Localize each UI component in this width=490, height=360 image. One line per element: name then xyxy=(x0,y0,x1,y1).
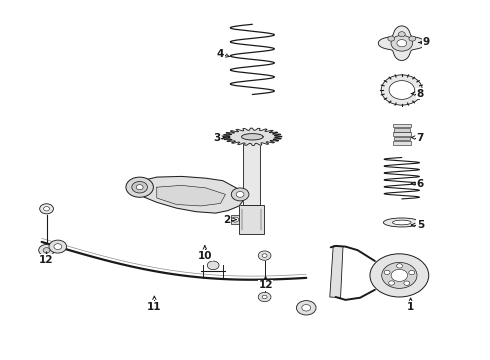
Circle shape xyxy=(381,75,422,105)
Circle shape xyxy=(388,36,394,41)
Ellipse shape xyxy=(392,220,411,225)
Circle shape xyxy=(398,32,405,37)
Bar xyxy=(239,205,264,234)
Text: 10: 10 xyxy=(197,251,212,261)
Circle shape xyxy=(370,254,429,297)
Circle shape xyxy=(384,270,390,274)
Text: 1: 1 xyxy=(407,302,414,312)
Text: 12: 12 xyxy=(39,255,54,265)
Polygon shape xyxy=(223,128,282,145)
Bar xyxy=(231,215,239,224)
Circle shape xyxy=(409,270,415,275)
Ellipse shape xyxy=(383,218,420,227)
Circle shape xyxy=(391,35,413,51)
Text: 3: 3 xyxy=(213,132,220,143)
Circle shape xyxy=(43,248,50,253)
Circle shape xyxy=(232,217,239,222)
Text: 6: 6 xyxy=(417,179,424,189)
Circle shape xyxy=(396,264,402,268)
Circle shape xyxy=(389,281,394,285)
Polygon shape xyxy=(242,134,263,140)
Circle shape xyxy=(49,240,67,253)
Circle shape xyxy=(382,262,417,288)
Circle shape xyxy=(44,207,49,211)
Text: 8: 8 xyxy=(417,89,424,99)
Circle shape xyxy=(409,36,416,41)
Text: 4: 4 xyxy=(217,49,224,59)
Text: 2: 2 xyxy=(223,215,230,225)
Circle shape xyxy=(40,204,53,214)
Circle shape xyxy=(207,261,219,270)
Text: 11: 11 xyxy=(147,302,162,312)
Bar xyxy=(393,141,411,145)
Bar xyxy=(394,128,410,132)
Circle shape xyxy=(262,254,267,257)
Circle shape xyxy=(397,40,407,47)
Circle shape xyxy=(258,251,271,260)
Text: 9: 9 xyxy=(423,37,430,48)
Circle shape xyxy=(296,301,316,315)
Circle shape xyxy=(262,295,267,299)
Circle shape xyxy=(126,177,153,197)
Bar xyxy=(393,124,411,127)
Circle shape xyxy=(391,269,408,282)
Polygon shape xyxy=(378,26,425,60)
Text: 5: 5 xyxy=(417,220,424,230)
Polygon shape xyxy=(135,176,245,213)
Circle shape xyxy=(236,192,244,197)
Circle shape xyxy=(39,244,54,256)
Text: 12: 12 xyxy=(258,280,273,290)
Circle shape xyxy=(258,292,271,302)
Bar xyxy=(393,132,411,136)
Circle shape xyxy=(132,181,147,193)
Circle shape xyxy=(136,185,143,190)
Bar xyxy=(394,137,410,140)
Circle shape xyxy=(389,81,415,99)
Polygon shape xyxy=(330,246,343,298)
Circle shape xyxy=(404,281,410,285)
Circle shape xyxy=(231,188,249,201)
Polygon shape xyxy=(157,185,225,206)
Bar xyxy=(243,139,260,205)
Circle shape xyxy=(302,305,311,311)
Circle shape xyxy=(54,244,62,249)
Text: 7: 7 xyxy=(416,132,424,143)
